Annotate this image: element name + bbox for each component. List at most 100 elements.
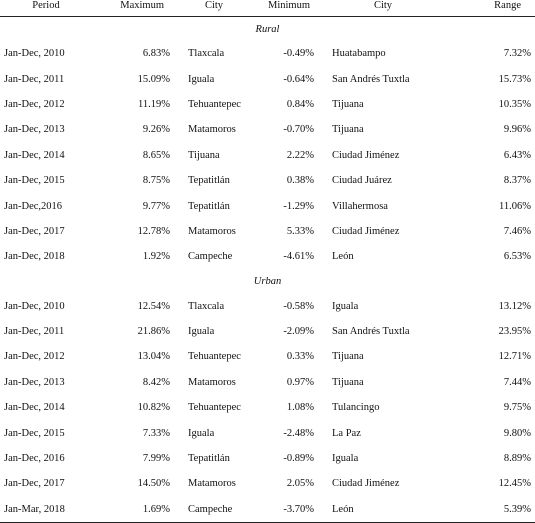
header-row: Period Maximum City Minimum City Range [0, 0, 535, 17]
cell-minimum: -0.49% [283, 48, 314, 60]
table-row: Jan-Dec, 2015 8.75% Tepatitlán 0.38% Ciudad … [0, 168, 535, 193]
cell-minimum: 2.22% [286, 149, 314, 161]
cell-range: 6.43% [503, 149, 531, 161]
cell-range: 23.95% [498, 326, 531, 338]
cell-period: Jan-Dec, 2014 [4, 402, 65, 414]
table-row: Jan-Dec, 2017 12.78% Matamoros 5.33% Ciudad … [0, 219, 535, 244]
cell-range: 6.53% [503, 251, 531, 263]
cell-minimum: 0.38% [286, 175, 314, 187]
cell-maximum: 10.82% [137, 402, 170, 414]
cell-range: 13.12% [498, 300, 531, 312]
cell-city-min: León [332, 251, 354, 263]
table-row: Jan-Dec, 2011 21.86% Iguala -2.09% San André… [0, 319, 535, 344]
cell-city-min: Ciudad Jiménez [332, 149, 400, 161]
cell-city-min: Huatabampo [332, 48, 386, 60]
cell-city-max: Tlaxcala [188, 300, 225, 312]
cell-range: 7.46% [503, 225, 531, 237]
table-row: Jan-Dec, 2014 10.82% Tehuantepec 1.08% Tulan… [0, 395, 535, 420]
table-row: Jan-Dec,2016 9.77% Tepatitlán -1.29% Villahe… [0, 193, 535, 218]
cell-minimum: 0.33% [286, 351, 314, 363]
cell-range: 7.44% [503, 376, 531, 388]
cell-minimum: -0.64% [283, 73, 314, 85]
cell-maximum: 12.54% [137, 300, 170, 312]
table-row: Jan-Dec, 2017 14.50% Matamoros 2.05% Ciudad … [0, 471, 535, 496]
cell-range: 7.32% [503, 48, 531, 60]
cell-period: Jan-Dec, 2010 [4, 300, 65, 312]
cell-city-max: Matamoros [188, 478, 236, 490]
cell-period: Jan-Dec, 2016 [4, 453, 65, 465]
header-period: Period [0, 0, 92, 17]
cell-minimum: 1.08% [286, 402, 314, 414]
section-row-urban: Urban [0, 270, 535, 294]
cell-period: Jan-Dec, 2015 [4, 175, 65, 187]
cell-maximum: 8.42% [142, 376, 170, 388]
cell-minimum: 5.33% [286, 225, 314, 237]
table-header: Period Maximum City Minimum City Range [0, 0, 535, 17]
table-row: Jan-Dec, 2010 12.54% Tlaxcala -0.58% Iguala 1… [0, 294, 535, 319]
cell-range: 12.71% [498, 351, 531, 363]
cell-city-min: Tijuana [332, 98, 364, 110]
cell-maximum: 13.04% [137, 351, 170, 363]
table-row: Jan-Dec, 2018 1.92% Campeche -4.61% León 6.53… [0, 244, 535, 269]
cell-period: Jan-Dec, 2012 [4, 351, 65, 363]
cell-minimum: -2.09% [283, 326, 314, 338]
cell-minimum: -0.58% [283, 300, 314, 312]
cell-range: 15.73% [498, 73, 531, 85]
cell-maximum: 8.65% [142, 149, 170, 161]
cell-maximum: 21.86% [137, 326, 170, 338]
cell-period: Jan-Dec, 2017 [4, 478, 65, 490]
cell-maximum: 7.33% [142, 427, 170, 439]
cell-minimum: -4.61% [283, 251, 314, 263]
cell-period: Jan-Dec, 2010 [4, 48, 65, 60]
cell-range: 12.45% [498, 478, 531, 490]
cell-period: Jan-Mar, 2018 [0, 496, 92, 523]
header-city-max: City [174, 0, 254, 17]
cell-city-min: Iguala [332, 453, 359, 465]
cell-city-max: Tepatitlán [188, 453, 230, 465]
cell-city-min: Villahermosa [332, 200, 388, 212]
cell-city-max: Tepatitlán [188, 200, 230, 212]
cell-city-max: Tepatitlán [188, 175, 230, 187]
header-minimum: Minimum [254, 0, 324, 17]
cell-city-min: San Andrés Tuxtla [332, 326, 410, 338]
cell-city-max: Matamoros [188, 376, 236, 388]
cell-city-max: Campeche [188, 251, 233, 263]
cell-period: Jan-Dec, 2017 [4, 225, 65, 237]
header-city-min: City [324, 0, 442, 17]
cell-city-min: Ciudad Juárez [332, 175, 392, 187]
cell-maximum: 15.09% [137, 73, 170, 85]
cell-city-min: La Paz [332, 427, 361, 439]
cell-period: Jan-Dec, 2015 [4, 427, 65, 439]
cell-city-max: Tehuantepec [188, 351, 241, 363]
table-row: Jan-Dec, 2013 8.42% Matamoros 0.97% Tijuana 7… [0, 370, 535, 395]
cell-minimum: -3.70% [254, 496, 324, 523]
cell-range: 9.96% [503, 124, 531, 136]
cell-range: 11.06% [499, 200, 531, 212]
cell-city-max: Campeche [174, 496, 254, 523]
table-row: Jan-Dec, 2011 15.09% Iguala -0.64% San André… [0, 66, 535, 91]
cell-maximum: 6.83% [142, 48, 170, 60]
table-row: Jan-Dec, 2014 8.65% Tijuana 2.22% Ciudad Jim… [0, 143, 535, 168]
section-label-rural: Rural [255, 23, 280, 35]
table-row: Jan-Mar, 2018 1.69% Campeche -3.70% León 5.39… [0, 496, 535, 523]
cell-period: Jan-Dec, 2011 [4, 73, 65, 85]
cell-city-min: Tulancingo [332, 402, 380, 414]
section-row-rural: Rural [0, 17, 535, 42]
cell-maximum: 12.78% [137, 225, 170, 237]
cell-city-max: Iguala [188, 427, 215, 439]
cell-maximum: 1.69% [92, 496, 174, 523]
cell-maximum: 1.92% [142, 251, 170, 263]
cell-minimum: -0.89% [283, 453, 314, 465]
cell-minimum: 2.05% [286, 478, 314, 490]
cell-city-min: San Andrés Tuxtla [332, 73, 410, 85]
cell-city-min: León [324, 496, 442, 523]
cell-city-max: Matamoros [188, 124, 236, 136]
cell-city-max: Tlaxcala [188, 48, 225, 60]
cell-range: 9.75% [503, 402, 531, 414]
cell-maximum: 9.77% [142, 200, 170, 212]
cell-period: Jan-Dec, 2014 [4, 149, 65, 161]
cell-city-max: Iguala [188, 73, 215, 85]
cell-city-max: Tehuantepec [188, 98, 241, 110]
table-row: Jan-Dec, 2010 6.83% Tlaxcala -0.49% Huatabam… [0, 41, 535, 66]
